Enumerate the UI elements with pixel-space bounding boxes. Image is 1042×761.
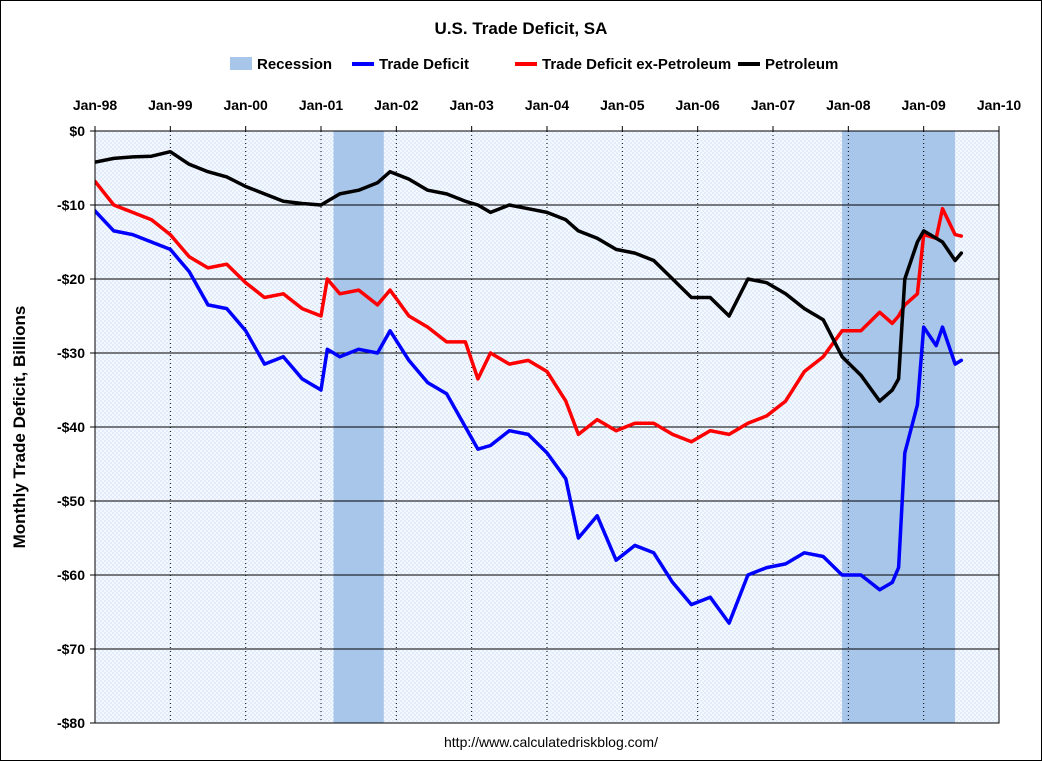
y-tick-label: -$80 xyxy=(57,715,85,731)
x-tick-label: Jan-05 xyxy=(600,97,645,113)
x-axis-ticks: Jan-98 Jan-99 Jan-00 Jan-01 Jan-02 Jan-03 Jan-… xyxy=(73,97,1022,131)
y-tick-label: -$50 xyxy=(57,493,85,509)
x-tick-label: Jan-00 xyxy=(223,97,268,113)
x-tick-label: Jan-06 xyxy=(675,97,720,113)
legend-label-trade-deficit-ex-petroleum: Trade Deficit ex-Petroleum xyxy=(542,56,731,73)
y-tick-label: -$40 xyxy=(57,419,85,435)
series-line-petroleum xyxy=(95,149,964,403)
series-lines xyxy=(95,149,964,625)
legend-label-petroleum: Petroleum xyxy=(765,56,838,73)
y-tick-label: $0 xyxy=(69,123,85,139)
y-axis-label: Monthly Trade Deficit, Billions xyxy=(10,306,29,549)
legend-label-recession: Recession xyxy=(257,56,332,73)
x-tick-label: Jan-08 xyxy=(826,97,871,113)
x-tick-label: Jan-07 xyxy=(751,97,796,113)
chart-title: U.S. Trade Deficit, SA xyxy=(435,19,608,38)
y-tick-label: -$70 xyxy=(57,641,85,657)
x-tick-label: Jan-02 xyxy=(374,97,419,113)
legend-label-trade-deficit: Trade Deficit xyxy=(379,56,469,73)
y-tick-label: -$20 xyxy=(57,271,85,287)
x-tick-label: Jan-01 xyxy=(299,97,344,113)
x-tick-label: Jan-09 xyxy=(901,97,946,113)
y-tick-label: -$60 xyxy=(57,567,85,583)
legend-swatch-recession xyxy=(230,57,252,70)
x-tick-label: Jan-99 xyxy=(148,97,193,113)
x-tick-label: Jan-04 xyxy=(525,97,570,113)
series-line-trade-deficit xyxy=(95,209,964,625)
series-line-trade-deficit-ex-petroleum xyxy=(95,179,964,444)
x-tick-label: Jan-98 xyxy=(73,97,118,113)
source-url: http://www.calculatedriskblog.com/ xyxy=(444,734,658,750)
x-tick-label: Jan-10 xyxy=(977,97,1022,113)
y-tick-label: -$10 xyxy=(57,197,85,213)
x-tick-label: Jan-03 xyxy=(449,97,494,113)
y-tick-label: -$30 xyxy=(57,345,85,361)
legend: Recession Trade Deficit Trade Deficit ex-P… xyxy=(230,56,838,73)
y-axis-ticks: $0 -$10 -$20 -$30 -$40 -$50 -$60 -$70 -$80 xyxy=(57,123,95,731)
